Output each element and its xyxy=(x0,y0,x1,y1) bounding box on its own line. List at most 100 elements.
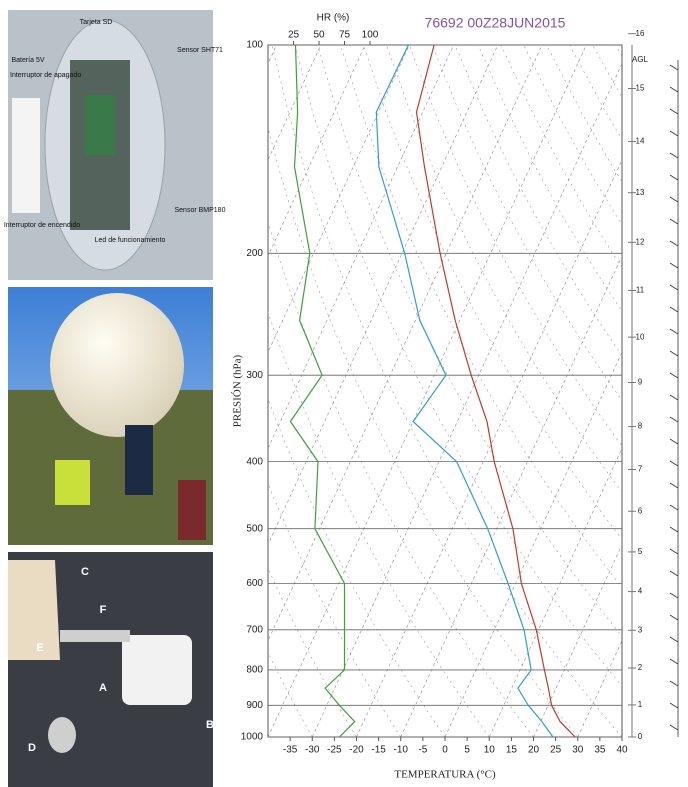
agl-tick-label: 1 xyxy=(638,700,643,709)
x-tick-label: -30 xyxy=(305,745,320,756)
wind-barb xyxy=(669,284,679,291)
dry-adiabat xyxy=(271,45,622,737)
x-tick-label: 0 xyxy=(442,745,448,756)
photo-label: A xyxy=(99,682,107,694)
x-tick-label: -15 xyxy=(371,745,386,756)
wind-barb xyxy=(669,680,679,687)
isotherm xyxy=(533,543,622,737)
dry-adiabat xyxy=(523,45,622,226)
photo-label: Sensor SHT71 xyxy=(177,47,223,54)
photo-launch xyxy=(8,287,213,545)
y-tick-label: 400 xyxy=(246,456,263,467)
dry-adiabat xyxy=(409,45,622,447)
dry-adiabat xyxy=(268,126,579,737)
x-tick-label: 30 xyxy=(572,745,584,756)
photo-label: F xyxy=(100,604,107,616)
hr-tick-label: 100 xyxy=(362,30,379,41)
wind-barb xyxy=(669,350,679,357)
x-tick-label: 10 xyxy=(484,745,496,756)
wind-barb xyxy=(669,526,679,533)
photo-label: Tarjeta SD xyxy=(80,19,113,26)
photo-label: Batería 5V xyxy=(11,57,44,64)
hr-tick-label: 25 xyxy=(288,30,300,41)
isotherm xyxy=(311,62,622,737)
isotherm xyxy=(577,640,622,737)
hr-axis-label: HR (%) xyxy=(317,13,350,24)
wind-barb xyxy=(669,218,679,225)
agl-label: AGL xyxy=(632,55,649,64)
dry-adiabat xyxy=(546,45,622,183)
dry-adiabat xyxy=(454,45,622,357)
y-tick-label: 300 xyxy=(246,370,263,381)
photo-board xyxy=(8,10,213,280)
y-tick-label: 100 xyxy=(246,40,263,51)
photo-label: Interruptor de apagado xyxy=(10,72,81,79)
wind-barb xyxy=(669,86,679,93)
x-axis-label: TEMPERATURA (°C) xyxy=(394,769,496,781)
agl-tick-label: 13 xyxy=(636,188,645,197)
plot-frame xyxy=(267,44,623,738)
chart-title: 76692 00Z28JUN2015 xyxy=(425,15,566,31)
agl-tick-label: 14 xyxy=(636,137,645,146)
isotherm xyxy=(488,447,622,737)
wind-barb xyxy=(669,328,679,335)
agl-tick-label: 9 xyxy=(638,378,643,387)
isotherm xyxy=(666,45,688,737)
x-tick-label: -25 xyxy=(327,745,342,756)
dry-adiabat xyxy=(294,45,622,687)
hr-tick-label: 50 xyxy=(313,30,325,41)
wind-barb xyxy=(669,504,679,511)
y-tick-label: 500 xyxy=(246,523,263,534)
y-tick-label: 1000 xyxy=(241,732,264,743)
wind-barb xyxy=(669,394,679,401)
wind-barb xyxy=(669,196,679,203)
photo-label: Interruptor de encendido xyxy=(4,222,80,229)
x-tick-label: -5 xyxy=(418,745,427,756)
x-tick-label: 20 xyxy=(528,745,540,756)
photo-label: C xyxy=(81,566,89,578)
agl-tick-label: 0 xyxy=(638,732,643,741)
profile-line xyxy=(289,44,356,738)
x-tick-label: -20 xyxy=(349,745,364,756)
dry-adiabat xyxy=(268,221,534,737)
isotherm xyxy=(268,45,543,642)
wind-barb xyxy=(669,372,679,379)
isotherm xyxy=(400,255,622,737)
agl-tick-label: 8 xyxy=(638,422,643,431)
x-tick-label: 15 xyxy=(506,745,518,756)
x-tick-label: -35 xyxy=(283,745,298,756)
isotherm xyxy=(268,45,499,546)
agl-tick-label: 7 xyxy=(638,465,643,474)
dry-adiabat xyxy=(638,45,688,737)
dry-adiabat xyxy=(615,45,622,57)
photo-label: Sensor BMP180 xyxy=(175,207,226,214)
wind-barb xyxy=(669,460,679,467)
wind-barb xyxy=(669,174,679,181)
photo-label: D xyxy=(28,742,36,754)
isotherm xyxy=(268,45,587,737)
dry-adiabat xyxy=(268,398,446,737)
isotherm xyxy=(268,45,454,450)
dry-adiabat xyxy=(500,45,622,269)
dry-adiabat xyxy=(268,651,313,737)
y-tick-label: 900 xyxy=(246,700,263,711)
agl-tick-label: 5 xyxy=(638,547,643,556)
dry-adiabat xyxy=(340,45,622,588)
wind-barb xyxy=(669,108,679,115)
wind-barb xyxy=(669,570,679,577)
profile-line xyxy=(375,44,554,738)
wind-barb xyxy=(669,592,679,599)
profile-line xyxy=(415,44,576,738)
isotherm xyxy=(444,351,622,737)
wind-barb xyxy=(669,724,679,731)
x-tick-label: -10 xyxy=(394,745,409,756)
wind-barb xyxy=(669,614,679,621)
wind-barb xyxy=(669,64,679,71)
wind-barb xyxy=(669,548,679,555)
photo-label: B xyxy=(206,719,214,731)
wind-barb xyxy=(669,702,679,709)
agl-tick-label: 16 xyxy=(636,29,645,38)
